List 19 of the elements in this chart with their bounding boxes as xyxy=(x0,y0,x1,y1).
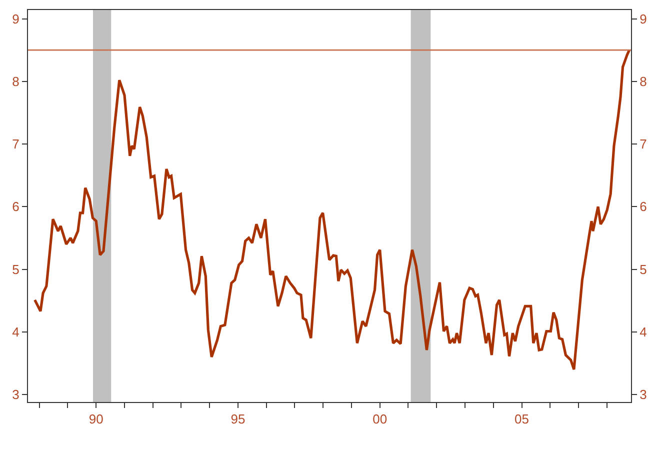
y-tick-label: 8 xyxy=(12,74,20,89)
x-tick-label: 00 xyxy=(372,412,388,427)
y2-tick-label: 6 xyxy=(640,199,647,214)
y-tick-label: 5 xyxy=(12,262,20,277)
x-tick-label: 95 xyxy=(230,412,246,427)
y-tick-label: 9 xyxy=(12,11,20,26)
y-tick-label: 3 xyxy=(12,387,20,402)
y-tick-label: 4 xyxy=(12,324,20,340)
x-tick-label: 05 xyxy=(514,412,529,427)
y-tick-label: 6 xyxy=(12,199,20,214)
y2-tick-label: 7 xyxy=(640,136,647,152)
y-tick-label: 7 xyxy=(12,136,20,152)
y2-tick-label: 9 xyxy=(640,11,647,26)
y2-tick-label: 8 xyxy=(640,74,647,89)
x-tick-label: 90 xyxy=(88,412,104,427)
y2-tick-label: 5 xyxy=(640,262,647,277)
line-series xyxy=(34,48,631,371)
y2-tick-label: 4 xyxy=(640,324,647,340)
y2-tick-label: 3 xyxy=(640,387,647,402)
